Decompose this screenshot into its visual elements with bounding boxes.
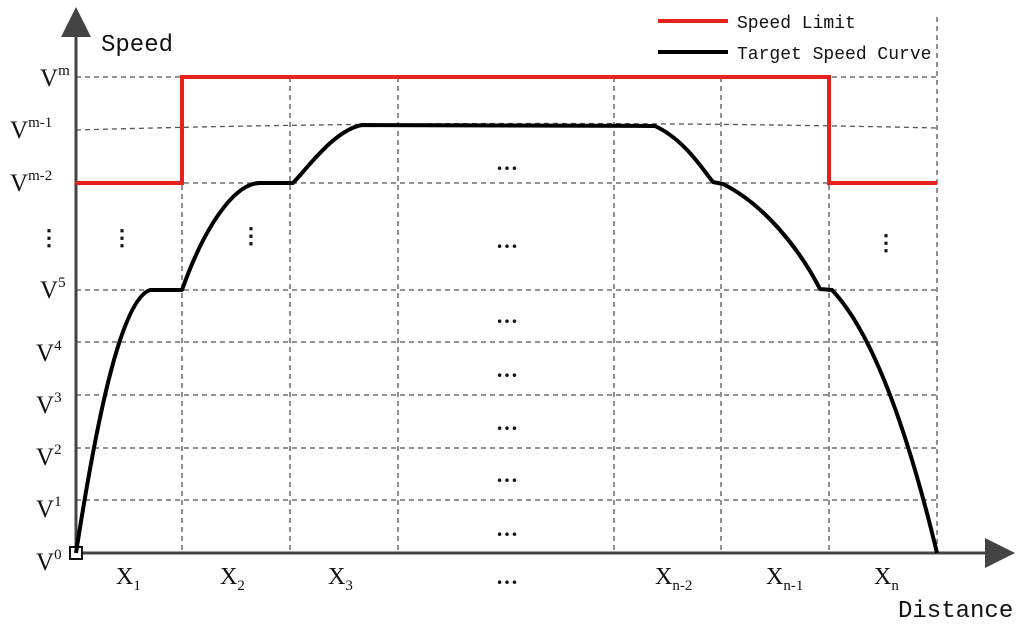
x-label-x2: X2 [220, 564, 245, 594]
x-label-x3: X3 [328, 564, 353, 594]
ellipsis-h-2: … [496, 228, 518, 253]
y-label-v4: V4 [36, 338, 62, 367]
y-label-v2: V2 [36, 442, 62, 471]
ellipsis-h-4: … [496, 357, 518, 382]
y-label-vm: Vm [40, 63, 70, 92]
ellipsis-h-1: … [496, 150, 518, 175]
target-speed-curve [74, 123, 939, 554]
ellipsis-h-7: … [496, 516, 518, 541]
grid-ellipses: … … … … … … … ⋮ ⋮ ⋮ [111, 150, 897, 541]
ellipsis-h-5: … [496, 410, 518, 435]
y-label-v3: V3 [36, 390, 62, 419]
x-label-xn: Xn [874, 564, 899, 594]
y-axis-title: Speed [101, 32, 173, 59]
x-label-xn2: Xn-2 [655, 564, 692, 594]
y-label-v5: V5 [40, 275, 66, 304]
ellipsis-v-2: ⋮ [240, 223, 262, 248]
x-label-xn1: Xn-1 [766, 564, 803, 594]
x-axis-title: Distance [898, 598, 1013, 625]
y-label-ellipsis: ⋮ [38, 225, 60, 250]
y-label-vm2: Vm-2 [10, 168, 52, 197]
ellipsis-h-3: … [496, 303, 518, 328]
x-label-x1: X1 [116, 564, 141, 594]
y-label-vm1: Vm-1 [10, 115, 52, 144]
y-level-labels: Vm Vm-1 Vm-2 ⋮ V5 V4 V3 V2 V1 V0 [10, 63, 70, 576]
speed-limit-line [76, 75, 937, 185]
x-segment-labels: X1 X2 X3 … Xn-2 Xn-1 Xn [116, 564, 899, 594]
y-label-v1: V1 [36, 494, 62, 523]
ellipsis-v-3: ⋮ [875, 230, 897, 255]
y-label-v0: V0 [36, 547, 62, 576]
x-label-ellipsis: … [496, 564, 518, 589]
ellipsis-h-6: … [496, 462, 518, 487]
legend: Speed Limit Target Speed Curve [658, 14, 931, 65]
ellipsis-v-1: ⋮ [111, 225, 133, 250]
legend-label-target-curve: Target Speed Curve [737, 45, 931, 65]
legend-label-speed-limit: Speed Limit [737, 14, 856, 34]
